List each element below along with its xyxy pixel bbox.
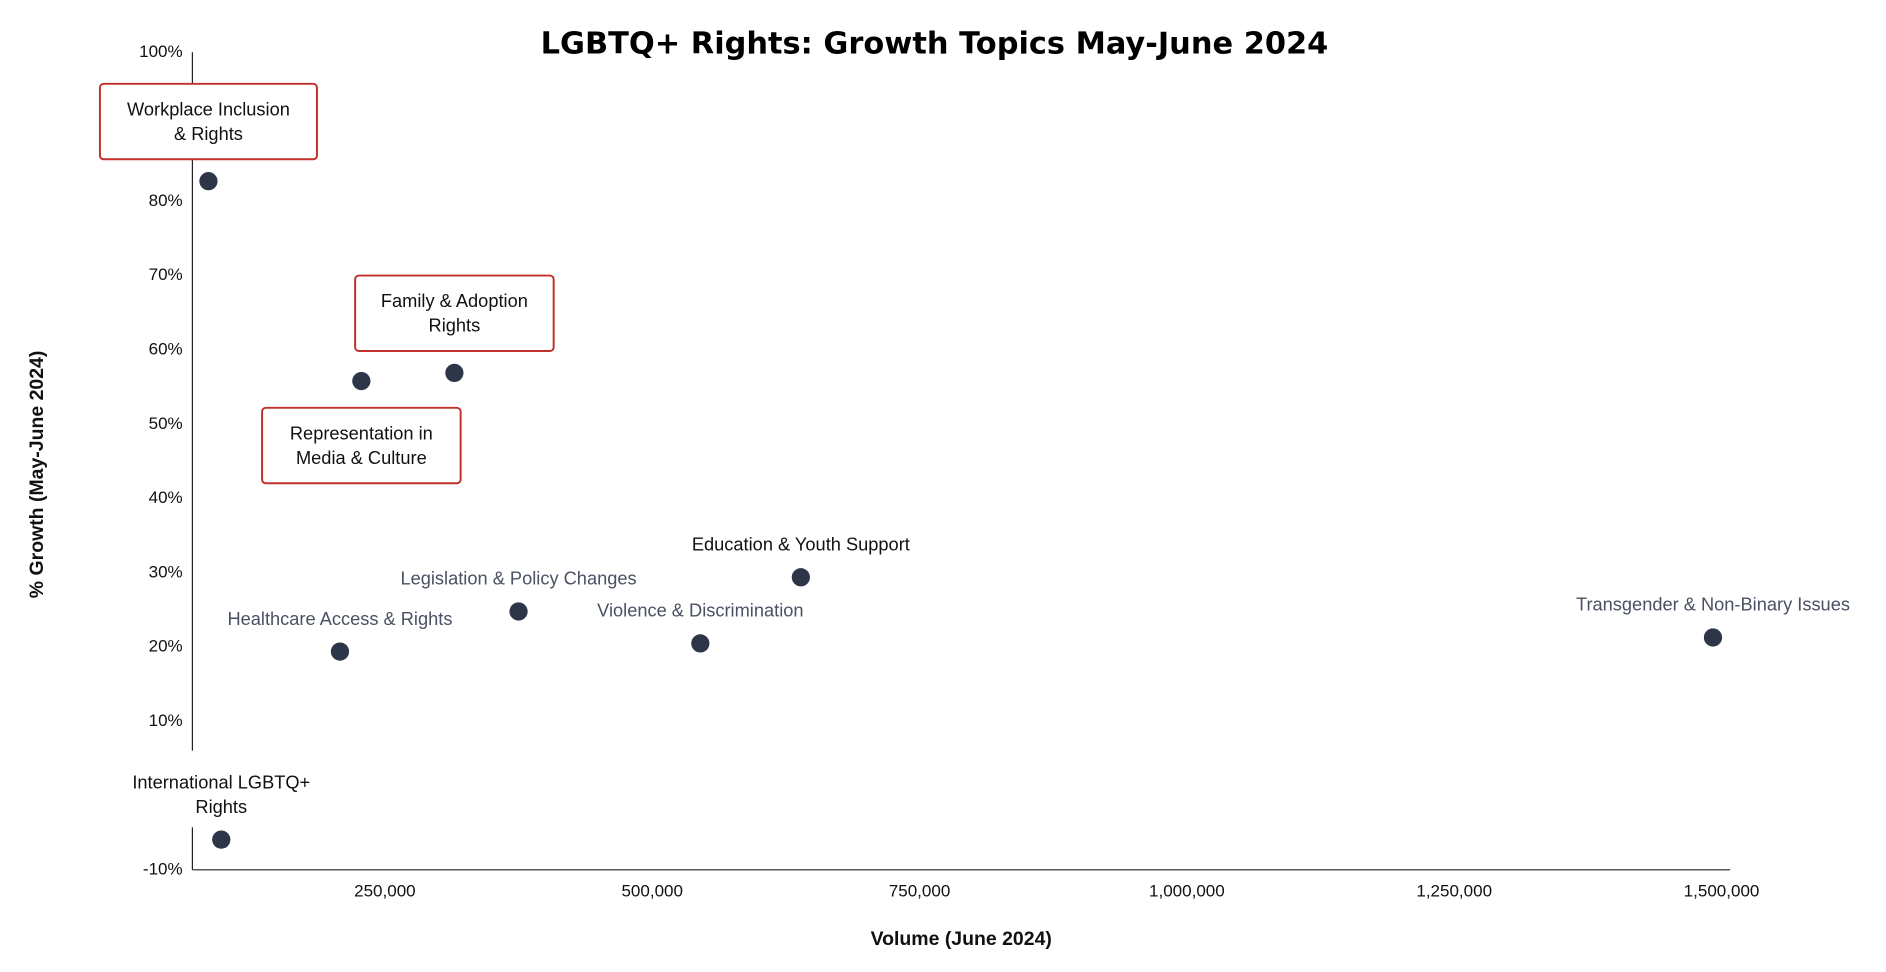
data-points: Workplace Inclusion & Rights Representatio…: [98, 82, 1850, 849]
y-tick-label: -10%: [143, 860, 183, 879]
data-point: [212, 830, 231, 849]
point-label: Healthcare Access & Rights: [227, 608, 452, 629]
x-tick-label: 750,000: [889, 882, 951, 901]
x-tick-label: 1,500,000: [1684, 882, 1760, 901]
y-tick-label: 30%: [149, 562, 183, 581]
y-tick-label: 70%: [149, 265, 183, 284]
data-point: [330, 642, 350, 661]
data-point: [445, 363, 464, 383]
data-point-group: Education & Youth Support: [692, 534, 910, 587]
x-tick-label: 250,000: [354, 882, 416, 901]
point-label: & Rights: [174, 123, 243, 144]
data-point-group: Family & Adoption Rights: [354, 274, 555, 383]
point-label: Media & Culture: [296, 447, 427, 468]
point-label: Violence & Discrimination: [597, 600, 803, 621]
data-point: [691, 634, 710, 653]
x-tick-label: 1,000,000: [1149, 882, 1225, 901]
data-point: [509, 602, 528, 621]
axes: 250,000 500,000 750,000 1,000,000 1,250,000 1…: [139, 42, 1759, 900]
y-tick-label: 80%: [149, 191, 183, 210]
data-point-group: Violence & Discrimination: [597, 600, 804, 653]
point-label: Rights: [195, 796, 247, 817]
y-tick-label: 60%: [149, 339, 183, 358]
y-tick-label: 40%: [149, 488, 183, 507]
data-point-group: Representation in Media & Culture: [261, 371, 462, 485]
point-label: Rights: [429, 315, 481, 336]
data-point-group: Legislation & Policy Changes: [400, 568, 637, 621]
data-point: [352, 371, 371, 391]
data-point-group: Transgender & Non-Binary Issues: [1576, 594, 1850, 647]
data-point-group: Healthcare Access & Rights: [227, 608, 452, 661]
data-point: [791, 568, 810, 587]
point-label: Family & Adoption: [381, 290, 528, 311]
annotation-box: [261, 406, 462, 485]
y-tick-label: 100%: [139, 42, 183, 61]
point-label: Representation in: [290, 422, 433, 443]
y-tick-label: 10%: [149, 711, 183, 730]
point-label: International LGBTQ+: [132, 772, 310, 793]
x-tick-label: 1,250,000: [1416, 882, 1492, 901]
y-axis-label: % Growth (May-June 2024): [26, 351, 48, 599]
point-label: Workplace Inclusion: [127, 98, 290, 119]
x-axis-label: Volume (June 2024): [871, 928, 1052, 950]
annotation-box: [98, 82, 318, 161]
y-tick-label: 20%: [149, 637, 183, 656]
point-label: Education & Youth Support: [692, 534, 910, 555]
x-tick-label: 500,000: [621, 882, 683, 901]
data-point: [199, 172, 218, 191]
data-point-group: International LGBTQ+ Rights: [132, 772, 310, 849]
annotation-box: [354, 274, 555, 352]
y-tick-label: 50%: [149, 414, 183, 433]
point-label: Transgender & Non-Binary Issues: [1576, 594, 1850, 615]
data-point: [1703, 628, 1723, 647]
chart-title: LGBTQ+ Rights: Growth Topics May-June 20…: [541, 27, 1329, 62]
data-point-group: Workplace Inclusion & Rights: [98, 82, 318, 191]
point-label: Legislation & Policy Changes: [400, 568, 636, 589]
